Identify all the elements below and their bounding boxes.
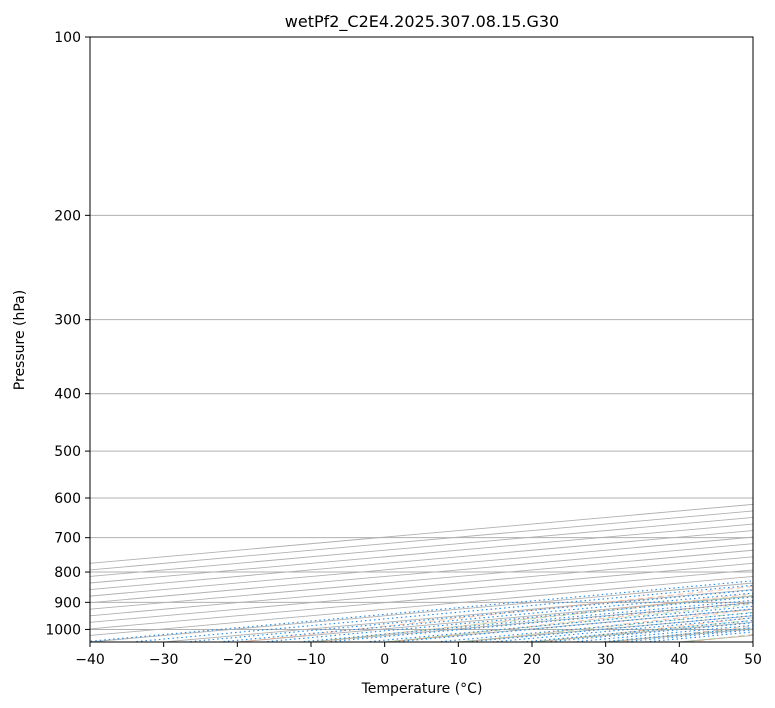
mixing-ratio-line <box>185 589 753 642</box>
x-tick-label: 0 <box>380 652 389 668</box>
y-axis: 100 200 300 400 500 600 700 800 900 1000 <box>45 30 90 638</box>
mixing-ratio-line <box>326 602 753 642</box>
moist-adiabat-line <box>310 594 753 642</box>
chart-title: wetPf2_C2E4.2025.307.08.15.G30 <box>285 12 559 32</box>
x-tick-label: −30 <box>149 652 179 668</box>
x-tick-label: 50 <box>744 652 762 668</box>
isotherm-line <box>90 503 753 564</box>
mixing-ratio-line <box>218 592 753 642</box>
y-tick-label: 300 <box>54 313 81 329</box>
x-tick-label: 10 <box>449 652 467 668</box>
x-tick-label: −20 <box>223 652 253 668</box>
plot-frame <box>89 36 754 643</box>
y-tick-label: 600 <box>54 491 81 507</box>
y-tick-label: 1000 <box>45 622 81 638</box>
y-tick-label: 100 <box>54 30 81 46</box>
background-lines <box>90 37 753 642</box>
x-tick-label: 40 <box>670 652 688 668</box>
plot-background <box>90 37 753 642</box>
mixing-ratio-line <box>299 599 753 642</box>
mixing-ratio-line <box>262 596 753 642</box>
isotherm-line <box>90 523 753 584</box>
x-tick-label: 30 <box>597 652 615 668</box>
isotherm-line <box>90 510 753 571</box>
isotherm-line <box>90 530 753 591</box>
x-tick-label: 20 <box>523 652 541 668</box>
x-axis-label: Temperature (°C) <box>361 681 483 697</box>
x-axis: −40 −30 −20 −10 0 10 20 30 40 50 <box>75 642 762 668</box>
y-tick-label: 900 <box>54 595 81 611</box>
y-tick-label: 700 <box>54 531 81 547</box>
x-tick-label: −40 <box>75 652 105 668</box>
y-tick-label: 200 <box>54 208 81 224</box>
isotherm-line <box>90 536 753 597</box>
y-tick-label: 500 <box>54 444 81 460</box>
x-tick-label: −10 <box>296 652 326 668</box>
y-tick-label: 800 <box>54 565 81 581</box>
y-axis-label: Pressure (hPa) <box>12 290 28 390</box>
isotherm-line <box>90 517 753 577</box>
y-tick-label: 400 <box>54 387 81 403</box>
